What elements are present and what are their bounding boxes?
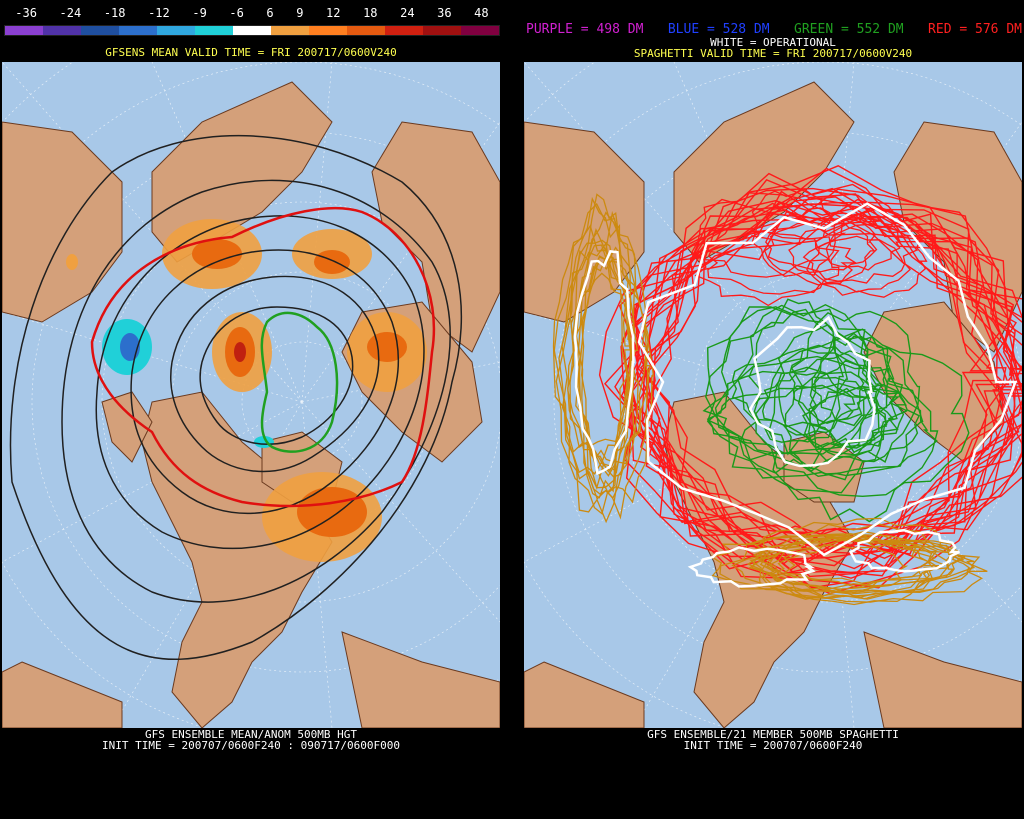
ensemble-member-contour [710,533,931,593]
scale-label: 18 [363,6,378,20]
ensemble-member-contour [755,328,970,498]
ensemble-member-contour [809,359,908,449]
scale-labels: -36 -24 -18 -12 -9 -6 6 9 12 18 24 36 48 [4,5,500,21]
ensemble-member-contour [706,355,924,494]
ensemble-member-contour [705,304,901,481]
ensemble-member-contour [567,256,651,477]
ensemble-member-contour [768,346,939,523]
scale-label: -24 [59,6,82,20]
ensemble-member-contour [706,306,880,470]
scale-swatch [271,26,309,35]
ensemble-member-contour [604,213,1022,555]
scale-swatch [43,26,81,35]
ensemble-member-contour [567,272,635,465]
ensemble-member-contour [765,207,878,274]
scale-swatch [423,26,461,35]
scale-label: 24 [400,6,415,20]
ensemble-member-contour [707,230,858,295]
ensemble-member-contour [751,188,836,277]
ensemble-member-contour [749,534,935,599]
footer-title: GFS ENSEMBLE MEAN/ANOM 500MB HGT [145,728,357,741]
ensemble-member-contour [751,534,942,600]
anomaly-color-scale: -36 -24 -18 -12 -9 -6 6 9 12 18 24 36 48 [4,5,500,36]
scale-bar [4,25,500,36]
ensemble-member-contour [561,244,629,515]
contour-legend: PURPLE = 498 DM BLUE = 528 DM GREEN = 552 … [526,22,1022,37]
scale-label: 36 [437,6,452,20]
ensemble-member-contour [573,250,635,476]
ensemble-member-contour [690,192,847,278]
ensemble-member-contour [784,376,887,477]
scale-swatch [347,26,385,35]
ensemble-member-contour [849,528,960,573]
ensemble-member-contour [788,344,865,424]
legend-entry: RED = 576 DM [928,22,1022,37]
valid-time-label: GFSENS MEAN VALID TIME = FRI 200717/0600… [105,46,397,59]
scale-label: 9 [296,6,304,20]
scale-label: -12 [148,6,170,20]
scale-swatch [5,26,43,35]
ensemble-member-contour [714,306,878,474]
scale-label: 48 [474,6,489,20]
legend-entry: BLUE = 528 DM [667,22,770,37]
spaghetti-contours [552,165,1022,606]
ensemble-member-contour [737,308,849,443]
scale-label: -36 [15,6,37,20]
ensemble-member-contour [748,534,976,590]
scale-label: -9 [192,6,207,20]
ensemble-member-contour [571,193,635,491]
scale-swatch [157,26,195,35]
ensemble-member-contour [552,224,632,453]
panel-separator [502,0,522,819]
scale-swatch [119,26,157,35]
ensemble-member-contour [809,335,901,454]
scale-label: 6 [266,6,274,20]
footer-init-time: INIT TIME = 200707/0600F240 [683,739,863,752]
ensemble-member-contour [694,229,840,307]
footer-init-time: INIT TIME = 200707/0600F240 : 090717/060… [101,739,400,752]
ensemble-member-contour [702,366,908,454]
scale-label: -18 [103,6,126,20]
ensemble-member-contour [769,542,973,594]
scale-swatch [385,26,423,35]
operational-label: WHITE = OPERATIONAL [710,36,836,49]
footer-title: GFS ENSEMBLE/21 MEMBER 500MB SPAGHETTI [647,728,899,741]
scale-swatch [233,26,271,35]
ensemble-member-contour [575,210,649,520]
scale-swatch [461,26,499,35]
ensemble-member-contour [788,217,919,284]
ensemble-member-contour [719,533,940,600]
ensemble-member-contour [763,217,876,286]
legend-entry: GREEN = 552 DM [794,22,904,37]
ensemble-member-contour [806,223,928,298]
ensemble-member-contour [558,239,633,475]
valid-time-label: SPAGHETTI VALID TIME = FRI 200717/0600V2… [633,47,913,60]
ensemble-member-contour [802,385,921,463]
ensemble-member-contour [687,546,816,588]
mean-anomaly-map [2,62,500,728]
spaghetti-panel: PURPLE = 498 DM BLUE = 528 DM GREEN = 552 … [522,0,1024,819]
scale-label: 12 [326,6,341,20]
ensemble-member-contour [790,310,921,463]
ensemble-member-contour [761,371,856,436]
spaghetti-map [524,62,1022,728]
legend-entry: PURPLE = 498 DM [526,22,644,37]
scale-swatch [195,26,233,35]
ensemble-member-contour [637,202,1018,557]
scale-swatch [81,26,119,35]
ensemble-mean-panel: -36 -24 -18 -12 -9 -6 6 9 12 18 24 36 48 GFSENS MEAN… [0,0,502,819]
ensemble-member-contour [739,382,938,478]
ensemble-member-contour [748,315,876,468]
scale-label: -6 [229,6,244,20]
scale-swatch [309,26,347,35]
ensemble-member-contour [802,235,912,293]
ensemble-member-contour [811,332,895,427]
